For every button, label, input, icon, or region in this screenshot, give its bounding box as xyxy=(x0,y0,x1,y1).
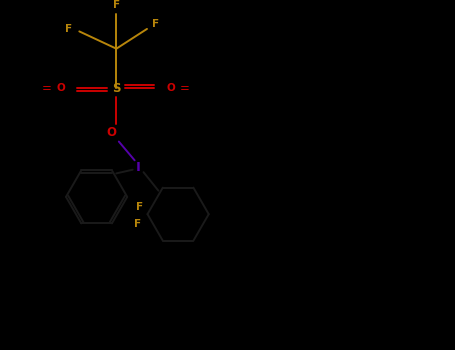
Text: F: F xyxy=(152,19,159,29)
Text: F: F xyxy=(113,0,120,10)
Text: O: O xyxy=(106,126,116,139)
Text: F: F xyxy=(136,202,143,212)
Text: F: F xyxy=(65,24,72,34)
Text: I: I xyxy=(136,161,141,174)
Text: O: O xyxy=(56,83,65,93)
Text: F: F xyxy=(133,219,141,229)
Text: S: S xyxy=(112,82,121,95)
Text: =: = xyxy=(180,82,190,95)
Text: O: O xyxy=(167,83,175,93)
Text: =: = xyxy=(41,82,51,95)
